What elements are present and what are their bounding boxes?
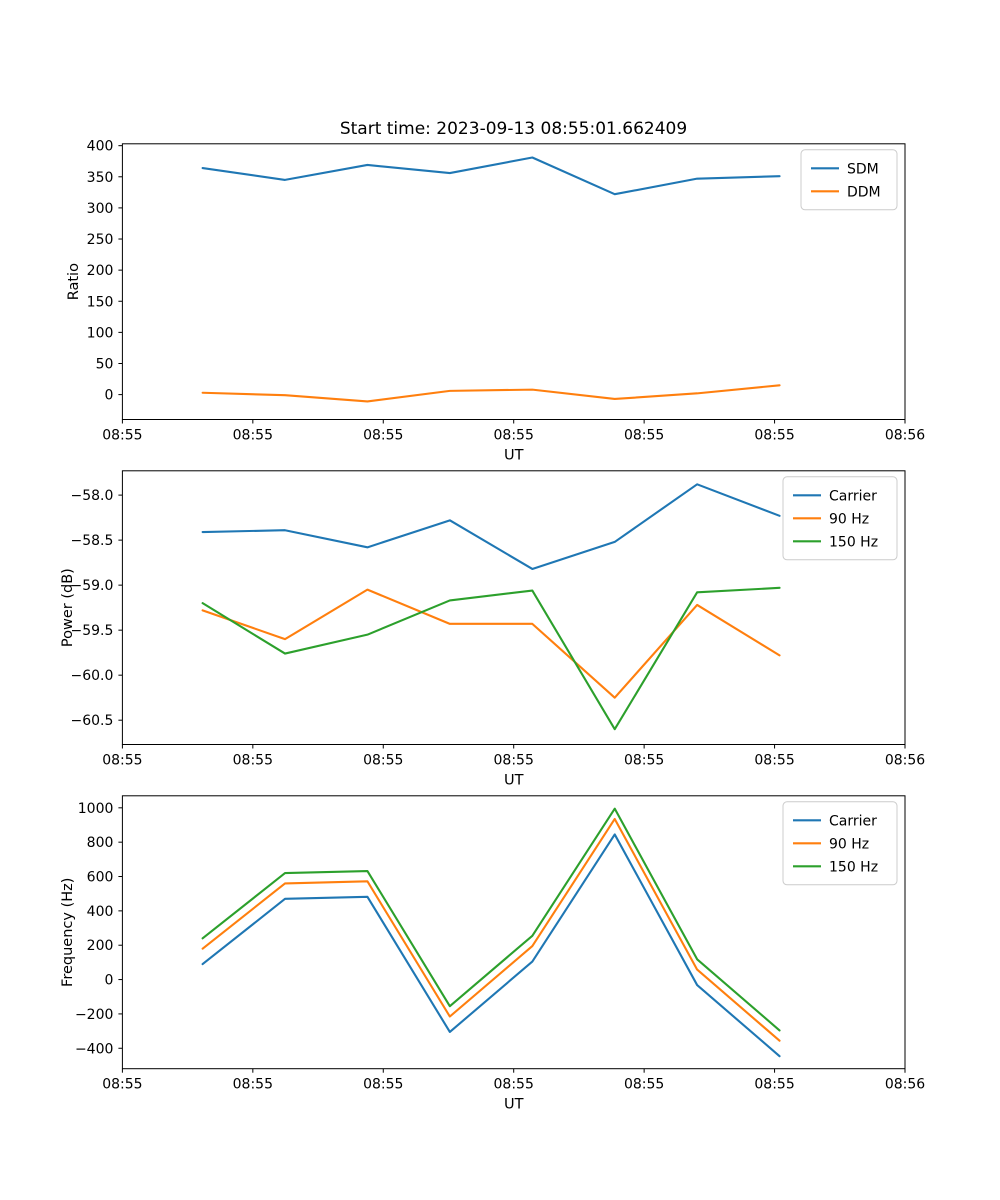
line-carrier <box>201 483 781 570</box>
x-axis: 08:55 08:55 08:55 08:55 08:55 08:55 08:56 <box>102 419 925 444</box>
x-tick-label: 08:55 <box>494 428 534 444</box>
legend-label: Carrier <box>829 488 877 504</box>
legend-box <box>782 476 898 561</box>
y-tick-label: −58.5 <box>70 533 113 549</box>
x-tick-label: 08:55 <box>494 1077 534 1093</box>
y-tick-label: −60.0 <box>70 668 113 684</box>
y-tick-label: −59.5 <box>70 623 113 639</box>
x-axis-label: UT <box>504 1097 524 1113</box>
ratio-chart: 08:55 08:55 08:55 08:55 08:55 08:55 08:56 0 50 10… <box>66 139 925 461</box>
y-tick-label: 1000 <box>78 801 114 817</box>
x-tick-label: 08:55 <box>754 753 794 769</box>
legend: Carrier 90 Hz 150 Hz <box>782 801 898 886</box>
x-tick-label: 08:56 <box>885 753 925 769</box>
x-tick-label: 08:55 <box>754 1077 794 1093</box>
x-tick-label: 08:56 <box>885 1077 925 1093</box>
y-tick-label: 0 <box>104 973 113 989</box>
x-tick-label: 08:55 <box>363 1077 403 1093</box>
frequency-chart: 08:55 08:55 08:55 08:55 08:55 08:55 08:56−400−… <box>60 795 925 1113</box>
x-tick-label: 08:55 <box>363 428 403 444</box>
legend-label: 90 Hz <box>829 511 869 527</box>
x-axis-label: UT <box>504 448 524 461</box>
line-90-hz <box>201 817 781 1042</box>
y-tick-label: 800 <box>87 835 114 851</box>
y-tick-label: 150 <box>87 294 114 310</box>
legend-label: 90 Hz <box>829 836 869 852</box>
y-axis: 0 50 100 150 200 250 300 350 400 <box>87 139 123 404</box>
y-axis: −400 −200 0 200 400 600 800 1000 <box>75 801 123 1057</box>
y-tick-label: 0 <box>104 388 113 404</box>
line-150-hz <box>201 807 781 1032</box>
y-tick-label: 600 <box>87 870 114 886</box>
axes-frame <box>121 795 906 1070</box>
legend-box <box>800 149 898 211</box>
y-tick-label: −200 <box>75 1007 113 1023</box>
y-axis: −60.5 −60.0 −59.5 −59.0 −58.5 −58.0 <box>70 488 123 729</box>
y-tick-label: 200 <box>87 938 114 954</box>
x-tick-label: 08:55 <box>102 428 142 444</box>
y-tick-label: 200 <box>87 263 114 279</box>
legend-label: 150 Hz <box>829 534 878 550</box>
legend-label: Carrier <box>829 813 877 829</box>
y-axis-label: Frequency (Hz) <box>60 878 76 987</box>
legend-label: 150 Hz <box>829 859 878 875</box>
line-ddm <box>201 384 781 403</box>
y-axis-label: Ratio <box>66 263 82 300</box>
x-tick-label: 08:55 <box>233 1077 273 1093</box>
y-tick-label: 50 <box>96 356 114 372</box>
x-tick-label: 08:55 <box>102 1077 142 1093</box>
y-tick-label: 400 <box>87 139 114 155</box>
y-tick-label: 400 <box>87 904 114 920</box>
y-tick-label: −58.0 <box>70 488 113 504</box>
x-tick-label: 08:55 <box>233 753 273 769</box>
axes-frame <box>121 470 906 746</box>
y-axis-label: Power (dB) <box>60 568 76 647</box>
x-tick-label: 08:55 <box>624 428 664 444</box>
line-sdm <box>201 156 781 196</box>
x-tick-label: 08:55 <box>494 753 534 769</box>
x-tick-label: 08:55 <box>363 753 403 769</box>
y-tick-label: −400 <box>75 1041 113 1057</box>
legend-label: SDM <box>847 161 879 177</box>
legend: SDM DDM <box>800 149 898 211</box>
y-tick-label: −59.0 <box>70 578 113 594</box>
y-tick-label: 250 <box>87 232 114 248</box>
power-chart: 08:55 08:55 08:55 08:55 08:55 08:55 08:56 −60.5… <box>60 470 925 789</box>
figure-title: Start time: 2023-09-13 08:55:01.662409 <box>339 119 688 139</box>
line-150-hz <box>201 586 781 731</box>
y-tick-label: −60.5 <box>70 713 113 729</box>
x-tick-label: 08:56 <box>885 428 925 444</box>
x-axis: 08:55 08:55 08:55 08:55 08:55 08:55 08:56 <box>102 1068 925 1093</box>
y-tick-label: 100 <box>87 325 114 341</box>
x-axis-label: UT <box>504 773 524 789</box>
legend-label: DDM <box>847 184 881 200</box>
y-tick-label: 350 <box>87 170 114 186</box>
y-tick-label: 300 <box>87 201 114 217</box>
legend-box <box>782 801 898 886</box>
x-axis: 08:55 08:55 08:55 08:55 08:55 08:55 08:56 <box>102 744 925 769</box>
line-90-hz <box>201 588 781 699</box>
legend: Carrier 90 Hz 150 Hz <box>782 476 898 561</box>
line-carrier <box>201 833 781 1058</box>
axes-frame <box>121 143 906 421</box>
x-tick-label: 08:55 <box>754 428 794 444</box>
x-tick-label: 08:55 <box>102 753 142 769</box>
x-tick-label: 08:55 <box>233 428 273 444</box>
x-tick-label: 08:55 <box>624 1077 664 1093</box>
x-tick-label: 08:55 <box>624 753 664 769</box>
